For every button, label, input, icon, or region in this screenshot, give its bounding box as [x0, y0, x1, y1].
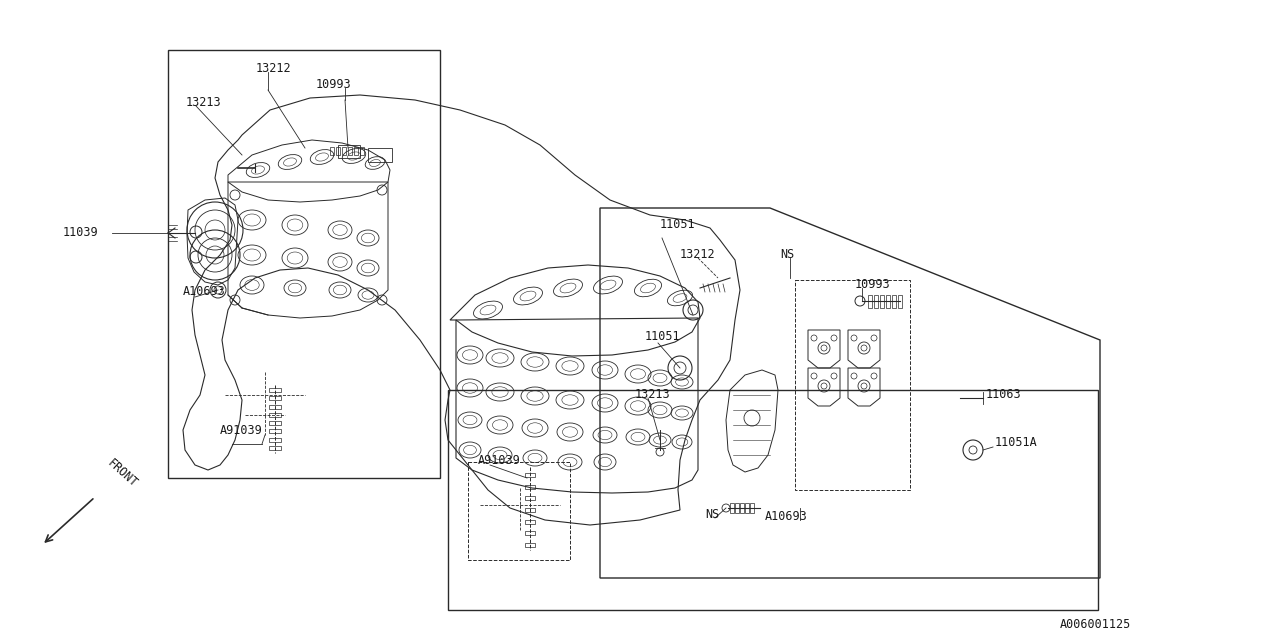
Text: 13212: 13212 [680, 248, 716, 261]
Bar [730, 503, 733, 513]
Bar [360, 147, 364, 155]
Bar [269, 396, 282, 400]
Text: A006001125: A006001125 [1060, 618, 1132, 631]
Bar [355, 147, 358, 155]
Bar [868, 295, 872, 308]
Bar [525, 520, 535, 524]
Bar [269, 388, 282, 392]
Bar [342, 147, 346, 155]
Text: A91039: A91039 [477, 454, 521, 467]
Text: 11039: 11039 [63, 227, 99, 239]
Text: 11051: 11051 [660, 218, 695, 231]
Text: 11051: 11051 [645, 330, 681, 343]
Bar [525, 497, 535, 500]
Text: A10693: A10693 [765, 510, 808, 523]
Bar [735, 503, 739, 513]
Bar [892, 295, 896, 308]
Bar [899, 295, 902, 308]
Bar [525, 543, 535, 547]
Text: 11063: 11063 [986, 388, 1021, 401]
Bar [348, 147, 352, 155]
Bar [330, 147, 334, 155]
Bar [269, 404, 282, 408]
Text: FRONT: FRONT [105, 456, 141, 490]
Bar [269, 429, 282, 433]
Bar [740, 503, 744, 513]
Text: NS: NS [705, 508, 719, 521]
Bar [269, 446, 282, 450]
Bar [468, 462, 570, 560]
Bar [338, 145, 360, 158]
Text: 13213: 13213 [635, 388, 671, 401]
Bar [369, 148, 392, 162]
Bar [269, 438, 282, 442]
Bar [269, 421, 282, 425]
Bar [525, 508, 535, 512]
Bar [750, 503, 754, 513]
Text: 13212: 13212 [256, 62, 292, 75]
Text: NS: NS [780, 248, 795, 261]
Text: A10693: A10693 [183, 285, 225, 298]
Text: 11051A: 11051A [995, 436, 1038, 449]
Bar [874, 295, 878, 308]
Bar [886, 295, 890, 308]
Bar [335, 147, 340, 155]
Bar [745, 503, 749, 513]
Bar [448, 390, 1098, 610]
Bar [525, 531, 535, 535]
Text: 13213: 13213 [186, 96, 221, 109]
Text: 10993: 10993 [316, 78, 352, 91]
Bar [525, 473, 535, 477]
Text: A91039: A91039 [220, 424, 262, 437]
Bar [525, 484, 535, 489]
Bar [269, 413, 282, 417]
Text: 10993: 10993 [855, 278, 891, 291]
Bar [881, 295, 884, 308]
Bar [795, 280, 910, 490]
Bar [168, 50, 440, 478]
